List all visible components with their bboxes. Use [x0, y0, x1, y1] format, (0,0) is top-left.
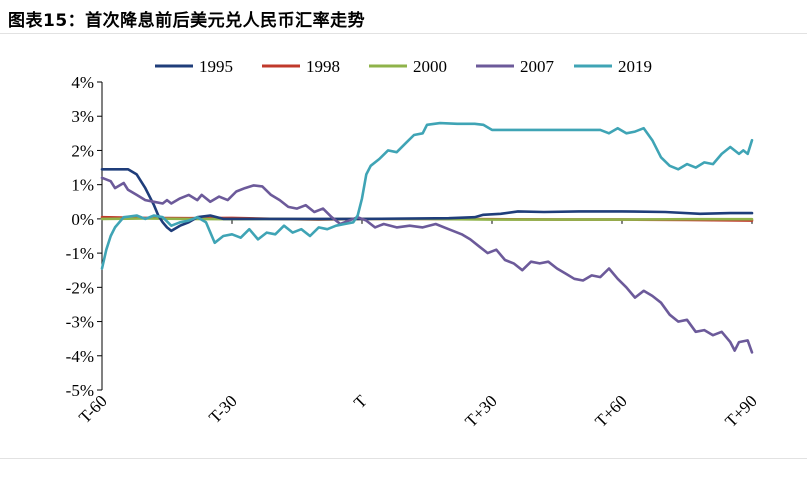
- x-tick-label: T-30: [205, 391, 241, 427]
- x-tick-label: T: [350, 391, 371, 412]
- y-tick-label: -2%: [66, 278, 94, 297]
- x-tick-label: T+60: [591, 391, 631, 431]
- series-line-1995: [100, 168, 754, 233]
- y-tick-label: 4%: [71, 73, 94, 92]
- footer-divider: [0, 458, 807, 459]
- y-tick-label: 3%: [71, 107, 94, 126]
- series-layer: [100, 121, 754, 354]
- x-tick-label: T+30: [461, 391, 501, 431]
- x-tick-label: T+90: [721, 391, 761, 431]
- chart-title: 图表15：首次降息前后美元兑人民币汇率走势: [8, 11, 366, 31]
- chart-axes: 4%3%2%1%0%-1%-2%-3%-4%-5%T-60 T-30 T T+30 T+…: [66, 73, 761, 431]
- legend-label-1995: 1995: [199, 57, 233, 76]
- legend-label-2007: 2007: [520, 57, 555, 76]
- legend-label-2019: 2019: [618, 57, 652, 76]
- legend-label-2000: 2000: [413, 57, 447, 76]
- series-line-2019: [100, 121, 754, 270]
- y-tick-label: 0%: [71, 210, 94, 229]
- line-chart: 1995 1998 2000 2007 2019 4% 3% 2% 1% 0% -1% -2% -3%…: [66, 57, 761, 431]
- title-divider: [0, 33, 807, 34]
- y-tick-label: 1%: [71, 176, 94, 195]
- legend: 1995 1998 2000 2007 2019: [155, 57, 652, 76]
- y-tick-label: -4%: [66, 347, 94, 366]
- y-tick-label: -1%: [66, 244, 94, 263]
- y-tick-label: -3%: [66, 313, 94, 332]
- y-tick-label: 2%: [71, 141, 94, 160]
- series-line-2007: [100, 176, 754, 354]
- y-tick-label: -5%: [66, 381, 94, 400]
- legend-label-1998: 1998: [306, 57, 340, 76]
